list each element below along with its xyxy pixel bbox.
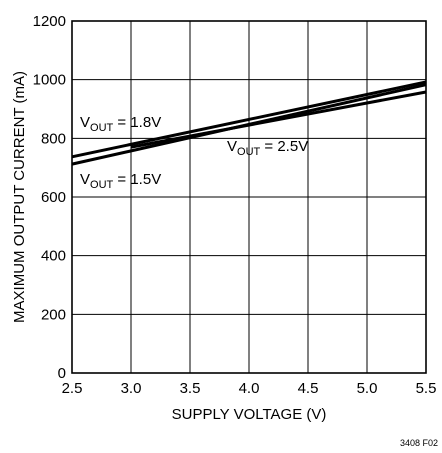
x-tick-label: 3.0 <box>121 380 142 397</box>
y-axis-label: MAXIMUM OUTPUT CURRENT (mA) <box>11 71 28 323</box>
x-tick-label: 5.5 <box>416 380 437 397</box>
x-axis-label: SUPPLY VOLTAGE (V) <box>172 406 327 423</box>
series-label-vout-1.5: VOUT = 1.5V <box>80 171 161 191</box>
y-tick-label: 0 <box>58 365 66 382</box>
x-tick-labels: 2.5 3.0 3.5 4.0 4.5 5.0 5.5 <box>62 380 437 397</box>
figure-id: 3408 F02 <box>400 438 438 448</box>
y-tick-label: 600 <box>41 189 66 206</box>
series-lines <box>71 80 427 166</box>
y-tick-label: 200 <box>41 306 66 323</box>
y-tick-label: 800 <box>41 130 66 147</box>
series-label-vout-1.8: VOUT = 1.8V <box>80 114 161 134</box>
series-line-0 <box>71 80 427 159</box>
x-tick-label: 3.5 <box>180 380 201 397</box>
y-tick-label: 1000 <box>33 72 66 89</box>
x-tick-label: 5.0 <box>357 380 378 397</box>
y-tick-labels: 0 200 400 600 800 1000 1200 <box>33 13 66 382</box>
grid <box>72 21 426 373</box>
x-tick-label: 4.5 <box>298 380 319 397</box>
x-tick-label: 2.5 <box>62 380 83 397</box>
series-label-vout-2.5: VOUT = 2.5V <box>227 138 308 158</box>
y-tick-label: 400 <box>41 248 66 265</box>
series-line-2 <box>130 90 427 149</box>
x-tick-label: 4.0 <box>239 380 260 397</box>
y-tick-label: 1200 <box>33 13 66 30</box>
plot-frame <box>71 20 427 374</box>
